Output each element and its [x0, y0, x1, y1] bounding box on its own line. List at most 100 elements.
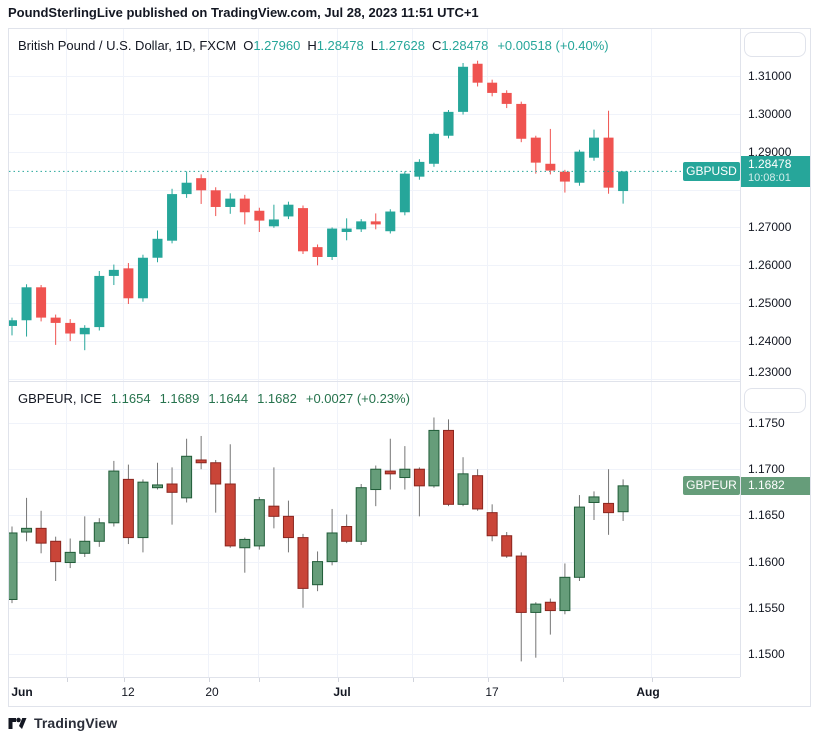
pane-divider[interactable] [9, 381, 810, 382]
candle-up [137, 479, 149, 553]
chart-frame: British Pound / U.S. Dollar, 1D, FXCM O1.… [8, 28, 811, 707]
candle-down [384, 438, 396, 490]
candle-down [370, 213, 381, 230]
candle-body [282, 515, 294, 539]
candlestick-canvas-gbpusd[interactable] [9, 29, 740, 381]
candle-body [195, 459, 207, 464]
candle-up [181, 171, 192, 198]
candle-up [79, 516, 91, 557]
y-axis-label: 1.25000 [748, 296, 792, 311]
candle-body [239, 538, 251, 549]
candle-body [137, 481, 149, 539]
candle-down [268, 467, 280, 529]
candle-up [79, 325, 90, 351]
ohlc-low-label: L [370, 38, 378, 53]
candle-up [167, 188, 178, 244]
x-axis-label: Jul [333, 685, 351, 699]
candle-up [152, 230, 163, 263]
candle-up [355, 483, 367, 545]
candle-up [399, 446, 411, 490]
candle-body [181, 455, 193, 499]
candle-body [283, 204, 294, 217]
candle-body [544, 601, 556, 612]
candle-body [413, 468, 425, 487]
candle-body [515, 555, 527, 613]
candle-down [239, 194, 250, 225]
candle-body [385, 211, 396, 232]
candle-down [298, 205, 308, 254]
candle-body [312, 561, 324, 586]
candle-up [137, 254, 148, 302]
candle-body [573, 506, 585, 578]
candle-down [35, 510, 47, 554]
y-axis-label: 1.31000 [748, 68, 792, 83]
x-axis-label: 17 [485, 685, 499, 699]
x-axis-tickmark [413, 678, 414, 682]
candle-body [312, 247, 323, 257]
candle-body [516, 103, 527, 139]
candle-down [559, 169, 570, 193]
x-axis-tickmark [652, 678, 653, 682]
candlestick-canvas-gbpeur[interactable] [9, 382, 740, 677]
candle-body [268, 219, 279, 227]
candle-up [385, 209, 396, 234]
candle-body [181, 182, 192, 195]
candle-body [618, 171, 629, 192]
y-axis-label: 1.29000 [748, 144, 792, 159]
candle-up [64, 538, 76, 569]
candle-body [123, 268, 134, 299]
candle-body [472, 475, 484, 510]
y-axis-label: 1.1500 [748, 646, 785, 661]
x-axis-label: Jun [11, 685, 33, 699]
x-axis-tickmark [209, 678, 210, 682]
candle-up [253, 496, 265, 550]
candle-body [530, 603, 542, 613]
candle-up [341, 218, 352, 241]
candle-body [79, 327, 90, 335]
candle-up [428, 132, 439, 167]
pane-button-bottom[interactable] [744, 388, 806, 413]
candle-body [530, 137, 541, 163]
candle-up [268, 204, 279, 228]
candle-body [196, 178, 207, 191]
candle-body [545, 163, 556, 171]
candle-up [428, 417, 440, 488]
candle-down [36, 285, 47, 322]
candle-body [152, 484, 163, 489]
candle-up [93, 518, 105, 547]
ohlc-high-value: 1.28478 [316, 38, 364, 53]
y-axis-label: 1.1750 [748, 416, 785, 431]
ohlc-close-label: C [431, 38, 442, 53]
ohlc-high-label: H [307, 38, 317, 53]
tradingview-logo-text: TradingView [34, 715, 118, 731]
candle-body [239, 198, 250, 213]
candle-body [21, 287, 32, 321]
candle-down [224, 444, 236, 548]
price-axis[interactable]: 1.28478 10:08:01 1.1682 1.31000 1.30000 1.… [740, 29, 810, 677]
candle-body [617, 485, 629, 513]
x-axis-label: Aug [636, 685, 660, 699]
pane-button-top[interactable] [744, 32, 806, 57]
tradingview-attribution[interactable]: TradingView [8, 715, 117, 731]
candle-body [35, 527, 47, 544]
candle-body [36, 287, 47, 318]
candle-body [486, 512, 498, 537]
candle-down [210, 187, 221, 217]
time-axis[interactable]: Jun 12 20 Jul 17 Aug [9, 677, 740, 706]
candle-body [152, 238, 163, 258]
candle-up [225, 193, 236, 214]
candle-up [589, 129, 599, 161]
y-axis-label: 1.1600 [748, 554, 785, 569]
price-line-symbol-badge-gbpeur: GBPEUR [683, 476, 740, 496]
symbol-title-gbpeur[interactable]: GBPEUR, ICE [18, 391, 102, 406]
candle-body [65, 322, 76, 334]
symbol-title-gbpusd[interactable]: British Pound / U.S. Dollar, 1D, FXCM [18, 38, 237, 53]
candle-body [588, 496, 600, 503]
candle-down [544, 598, 556, 635]
candle-body [253, 499, 265, 547]
candle-body [501, 92, 512, 104]
candle-down [312, 244, 323, 266]
candle-down [210, 459, 222, 513]
tradingview-logo-icon [8, 717, 27, 729]
candle-up [21, 497, 33, 542]
